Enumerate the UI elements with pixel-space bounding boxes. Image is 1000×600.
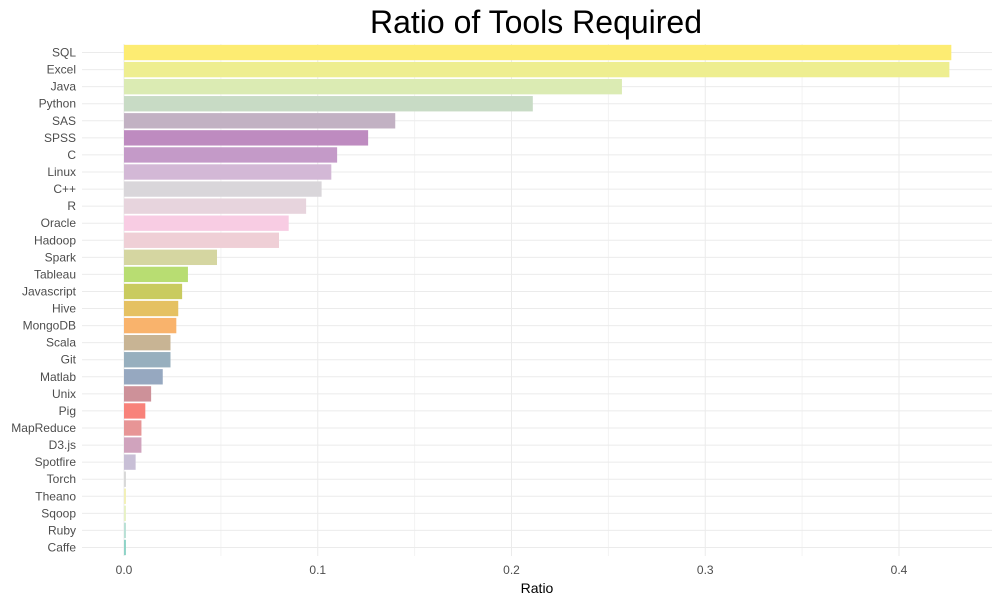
bar-oracle: [124, 215, 289, 231]
bar-pig: [124, 403, 146, 419]
y-tick-label: Scala: [46, 336, 76, 350]
y-tick-label: SAS: [52, 114, 76, 128]
bar-mapreduce: [124, 420, 142, 436]
y-tick-label: Oracle: [41, 216, 77, 230]
bar-sqoop: [124, 505, 126, 522]
y-tick-label: Torch: [47, 472, 76, 486]
bar-c-: [124, 181, 322, 197]
bar-ruby: [124, 522, 126, 539]
y-tick-label: MongoDB: [23, 319, 76, 333]
bar-r: [124, 198, 307, 214]
x-tick-label: 0.2: [503, 563, 520, 577]
y-tick-labels: SQL Excel Java Python SAS SPSS C Linux C++ R Oracl…: [11, 46, 77, 555]
y-tick-label: Javascript: [22, 284, 77, 298]
y-tick-label: Hadoop: [34, 233, 76, 247]
bar-mongodb: [124, 317, 177, 334]
x-tick-label: 0.0: [116, 563, 133, 577]
bar-spotfire: [124, 454, 136, 470]
bar-scala: [124, 334, 171, 351]
x-tick-label: 0.4: [891, 563, 908, 577]
x-tick-label: 0.3: [697, 563, 714, 577]
chart-title: Ratio of Tools Required: [370, 4, 702, 40]
bar-tableau: [124, 266, 188, 283]
y-tick-label: Pig: [59, 404, 76, 418]
bar-caffe: [124, 539, 126, 556]
y-tick-label: MapReduce: [11, 421, 76, 435]
y-tick-label: SPSS: [44, 131, 76, 145]
y-tick-label: Python: [39, 97, 76, 111]
bar-d3-js: [124, 437, 142, 453]
y-tick-label: Linux: [47, 165, 76, 179]
bar-hadoop: [124, 232, 279, 248]
y-tick-label: D3.js: [49, 438, 76, 452]
bar-javascript: [124, 283, 183, 300]
y-tick-label: Hive: [52, 302, 76, 316]
bar-spark: [124, 249, 217, 266]
bars: [124, 44, 952, 556]
bar-torch: [124, 471, 126, 487]
y-tick-label: Matlab: [40, 370, 76, 384]
y-tick-label: Tableau: [34, 267, 76, 281]
y-tick-label: SQL: [52, 46, 76, 60]
bar-git: [124, 352, 171, 368]
y-tick-label: C: [67, 148, 76, 162]
y-tick-label: R: [67, 199, 76, 213]
x-tick-label: 0.1: [309, 563, 326, 577]
bar-c: [124, 147, 338, 163]
bar-python: [124, 96, 533, 112]
bar-hive: [124, 300, 179, 317]
y-tick-label: Spark: [45, 250, 77, 264]
bar-unix: [124, 386, 152, 402]
y-tick-label: Theano: [35, 489, 76, 503]
y-tick-label: Ruby: [48, 523, 76, 537]
bar-excel: [124, 61, 950, 78]
y-tick-label: Spotfire: [35, 455, 77, 469]
bar-java: [124, 78, 622, 95]
bar-linux: [124, 164, 332, 180]
y-tick-label: Unix: [52, 387, 76, 401]
bar-spss: [124, 130, 369, 146]
bar-sas: [124, 113, 396, 129]
y-tick-label: Java: [51, 80, 77, 94]
y-tick-label: Excel: [47, 63, 76, 77]
x-axis-title: Ratio: [521, 580, 554, 596]
y-tick-label: C++: [53, 182, 76, 196]
bar-matlab: [124, 369, 163, 385]
y-tick-label: Git: [61, 353, 77, 367]
y-tick-label: Sqoop: [41, 506, 76, 520]
y-tick-label: Caffe: [48, 540, 77, 554]
x-tick-labels: 0.0 0.1 0.2 0.3 0.4: [116, 563, 908, 577]
bar-sql: [124, 44, 952, 61]
bar-theano: [124, 488, 126, 504]
